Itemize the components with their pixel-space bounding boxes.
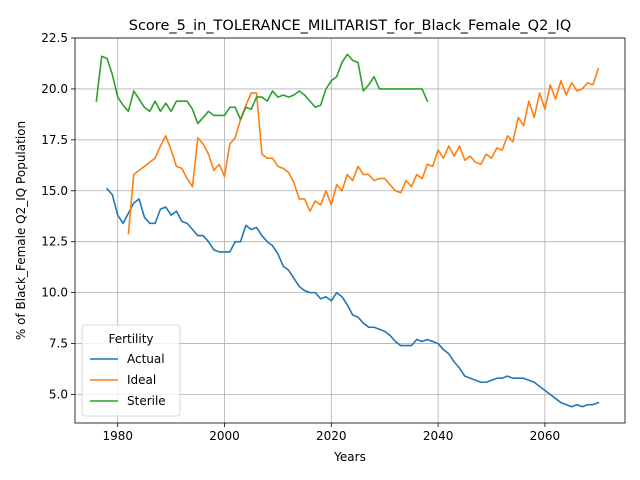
legend-label-actual: Actual — [127, 352, 165, 366]
x-tick-label: 2020 — [316, 429, 347, 443]
series-line-ideal — [127, 67, 600, 235]
x-tick-label: 2040 — [423, 429, 454, 443]
y-tick-label: 10.0 — [41, 286, 68, 300]
y-tick-label: 5.0 — [49, 387, 68, 401]
legend-title: Fertility — [108, 332, 153, 346]
plot-area-frame — [74, 37, 626, 424]
legend-box — [81, 324, 181, 417]
series-lines — [95, 53, 600, 408]
series-line-sterile — [95, 53, 429, 125]
chart-title: Score_5_in_TOLERANCE_MILITARIST_for_Blac… — [129, 18, 571, 34]
legend: Fertility Actual Ideal Sterile — [81, 324, 181, 417]
y-axis-label: % of Black_Female Q2_IQ Population — [14, 121, 28, 340]
y-tick-label: 7.5 — [49, 337, 68, 351]
legend-label-sterile: Sterile — [127, 394, 166, 408]
x-tick-label: 2060 — [530, 429, 561, 443]
y-tick-label: 22.5 — [41, 31, 68, 45]
y-tick-label: 12.5 — [41, 235, 68, 249]
y-tick-label: 15.0 — [41, 184, 68, 198]
y-tick-label: 20.0 — [41, 82, 68, 96]
x-tick-label: 2000 — [209, 429, 240, 443]
grid — [75, 37, 625, 423]
y-tick-label: 17.5 — [41, 133, 68, 147]
legend-label-ideal: Ideal — [127, 373, 156, 387]
x-tick-label: 1980 — [102, 429, 133, 443]
x-axis-label: Years — [333, 450, 366, 464]
axis-ticks: 1980 2000 2020 2040 2060 5.0 7.5 10.0 12.5 15.0 17… — [41, 31, 560, 443]
series-line-actual — [105, 187, 600, 408]
